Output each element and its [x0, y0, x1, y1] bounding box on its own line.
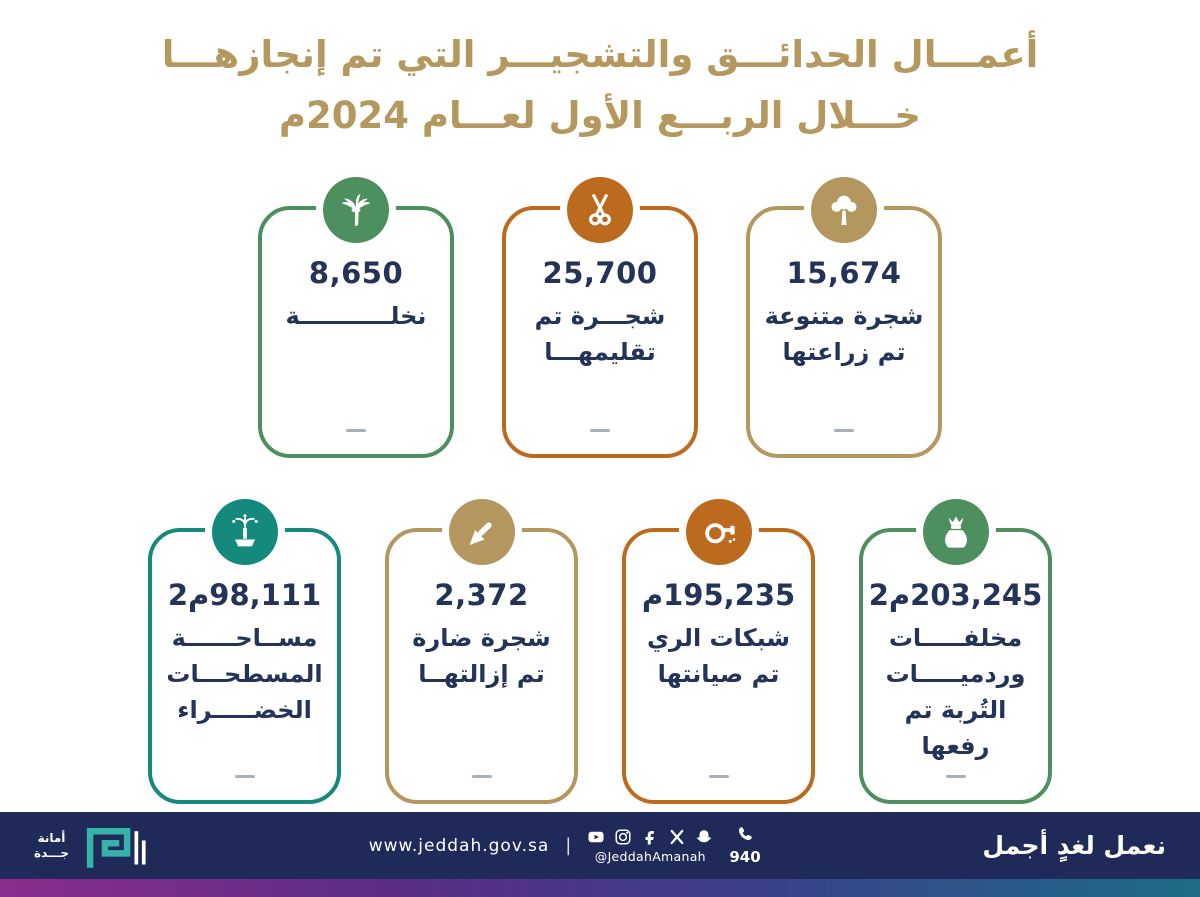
card-harmful-trees-removed: 2,372 شجرة ضارة تم إزالتهــا	[385, 499, 578, 805]
card-waste-removed: 203,245م2 مخلفـــــات وردميـــــات التُر…	[859, 499, 1052, 805]
card-label: مســاحــــــة المسطحـــات الخضـــــراء	[166, 624, 323, 725]
sack-icon	[922, 499, 989, 566]
palm-icon	[323, 177, 389, 244]
footer-separator: |	[565, 835, 572, 856]
instagram-icon[interactable]	[614, 828, 632, 846]
cards-row-top: 15,674 شجرة متنوعة تم زراعتها 25,7	[258, 177, 942, 459]
footer: أمانة جـــدة www.jeddah.gov.sa |	[0, 812, 1200, 879]
cards-row-bottom: 203,245م2 مخلفـــــات وردميـــــات التُر…	[148, 499, 1052, 805]
title-line-2: خـــلال الربـــع الأول لعـــام 2024م	[278, 94, 922, 138]
divider	[590, 429, 610, 433]
x-icon[interactable]	[668, 828, 686, 846]
divider	[234, 775, 255, 779]
divider	[945, 775, 966, 779]
scissors-icon	[567, 177, 633, 244]
card-value: 98,111م2	[167, 578, 322, 613]
card-label: نخلـــــــــــة	[285, 302, 427, 331]
card-value: 2,372	[434, 578, 529, 613]
divider	[834, 429, 854, 433]
card-label: شبكات الري تم صيانتها	[647, 624, 791, 689]
jeddah-amanah-logo: أمانة جـــدة	[34, 820, 153, 872]
card-label: شجـــرة تم تقليمهـــا	[534, 302, 666, 367]
tree-icon	[811, 177, 877, 244]
trowel-icon	[448, 499, 515, 566]
social-icons	[587, 828, 713, 846]
divider	[708, 775, 729, 779]
hose-icon	[685, 499, 752, 566]
social-block: @JeddahAmanah	[587, 828, 713, 864]
website-link[interactable]: www.jeddah.gov.sa	[368, 835, 550, 856]
card-trees-planted: 15,674 شجرة متنوعة تم زراعتها	[746, 177, 942, 459]
card-value: 8,650	[308, 256, 404, 291]
card-value: 195,235م	[641, 578, 796, 613]
title-line-1: أعمـــال الحدائـــق والتشجيـــر التي تم …	[161, 33, 1039, 76]
social-handle[interactable]: @JeddahAmanah	[594, 848, 706, 864]
fountain-icon	[211, 499, 278, 566]
card-value: 15,674	[786, 256, 902, 291]
card-label: شجرة ضارة تم إزالتهــا	[412, 624, 551, 689]
card-label: شجرة متنوعة تم زراعتها	[764, 302, 924, 367]
card-irrigation-networks: 195,235م شبكات الري تم صيانتها	[622, 499, 815, 805]
card-trees-pruned: 25,700 شجـــرة تم تقليمهـــا	[502, 177, 698, 459]
snapchat-icon[interactable]	[695, 828, 713, 846]
facebook-icon[interactable]	[641, 828, 659, 846]
divider	[346, 429, 366, 433]
phone-number[interactable]: 940	[729, 848, 761, 866]
card-palm-trees: 8,650 نخلـــــــــــة	[258, 177, 454, 459]
divider	[471, 775, 492, 779]
phone-icon	[736, 825, 754, 847]
page-title: أعمـــال الحدائـــق والتشجيـــر التي تم …	[0, 0, 1200, 146]
card-value: 203,245م2	[868, 578, 1043, 613]
bottom-gradient-strip	[0, 879, 1200, 897]
logo-label: أمانة جـــدة	[34, 830, 69, 860]
cards-area: 15,674 شجرة متنوعة تم زراعتها 25,7	[0, 146, 1200, 805]
card-value: 25,700	[542, 256, 658, 291]
footer-contact-block: www.jeddah.gov.sa |	[173, 825, 956, 866]
jeddah-calligraphy-icon	[79, 820, 153, 872]
card-label: مخلفـــــات وردميـــــات التُربة تم رفعه…	[885, 624, 1026, 761]
card-green-areas: 98,111م2 مســاحــــــة المسطحـــات الخضـ…	[148, 499, 341, 805]
phone-block: 940	[729, 825, 761, 866]
footer-slogan: نعمل لغدٍ أجمل	[982, 831, 1166, 860]
youtube-icon[interactable]	[587, 828, 605, 846]
